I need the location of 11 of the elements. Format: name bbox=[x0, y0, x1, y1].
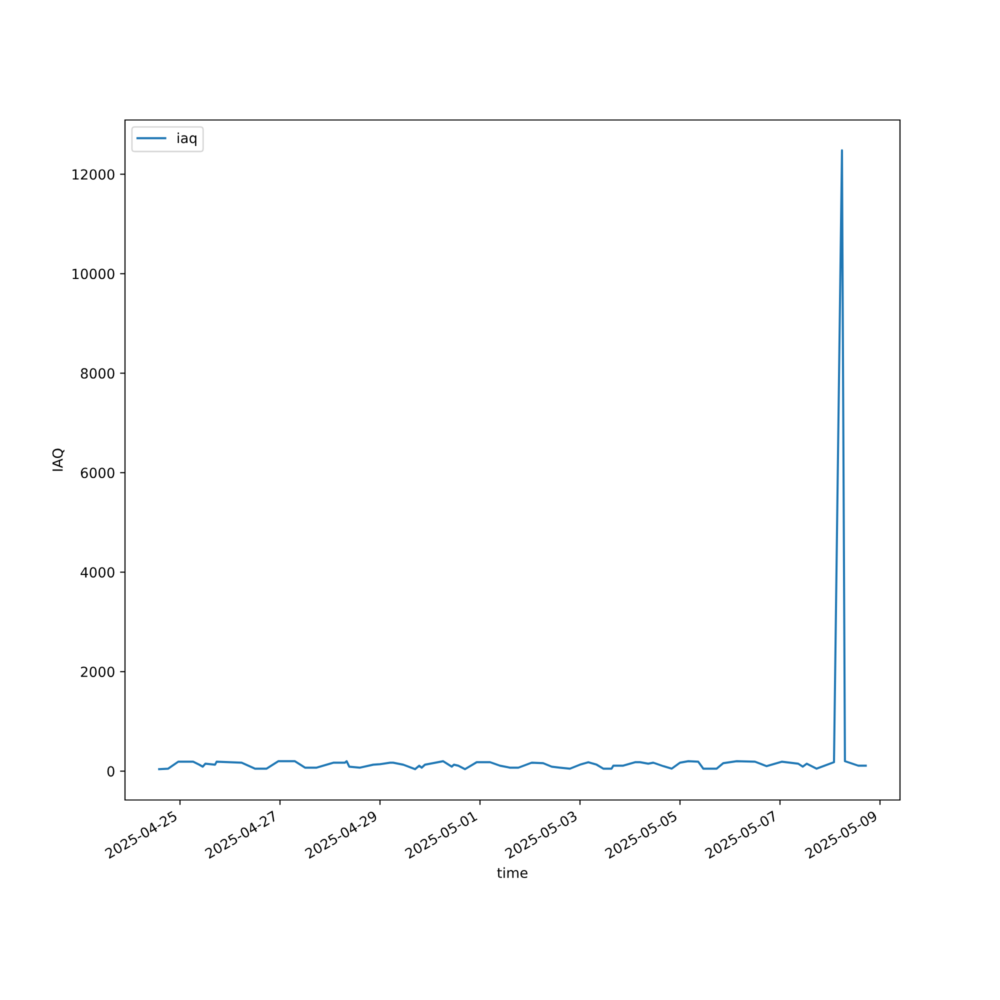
y-tick-label: 6000 bbox=[80, 468, 114, 478]
y-tick-label: 0 bbox=[107, 766, 114, 777]
y-tick-label: 4000 bbox=[80, 567, 114, 578]
y-tick-label: 12000 bbox=[72, 169, 114, 180]
y-tick-label: 8000 bbox=[80, 368, 114, 379]
x-axis-title: time bbox=[497, 867, 528, 878]
line-series bbox=[158, 149, 867, 770]
y-tick-label: 10000 bbox=[72, 268, 114, 280]
y-axis-title: IAQ bbox=[52, 448, 64, 471]
y-tick-label: 2000 bbox=[80, 666, 114, 678]
legend-label: iaq bbox=[178, 132, 196, 146]
